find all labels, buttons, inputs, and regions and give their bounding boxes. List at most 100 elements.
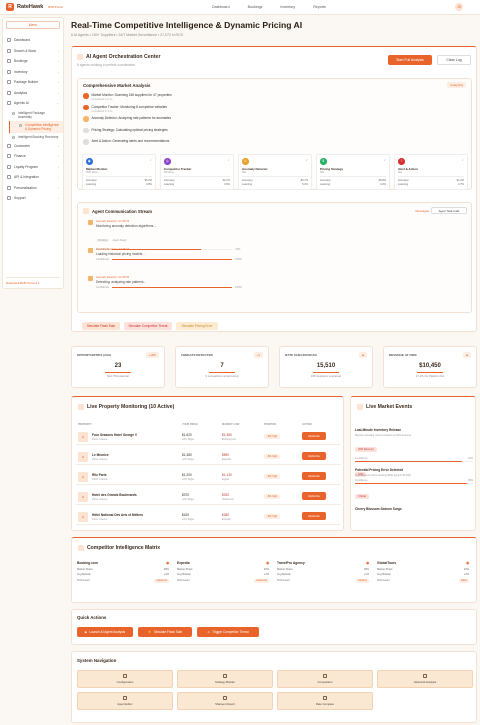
- accuracy-row: Accuracy 89.7%: [242, 179, 308, 182]
- event-desc: Four Seasons Paris showing $290 (typical…: [355, 473, 411, 477]
- sidebar-subitem-intelligent-package-assembly[interactable]: Intelligent Package Assembly: [3, 109, 63, 121]
- sidebar-item-api-integration[interactable]: API & Integration ›: [3, 172, 63, 183]
- launch-analysis-button[interactable]: ▶ Launch AI Agent Analysis: [77, 627, 133, 637]
- agent-card-market-monitor[interactable]: ◉ ✓ Market Monitor 95% done Accuracy 95.2% Lea…: [82, 154, 156, 190]
- sidebar-item-finance[interactable]: Finance ›: [3, 151, 63, 162]
- customers-icon: [7, 143, 11, 148]
- chevron-icon: ›: [58, 185, 59, 190]
- market-source: Expedia: [222, 518, 231, 521]
- price-variance: +6% Target: [182, 498, 195, 501]
- sidebar-subitem-competitive-intelligence-dynam[interactable]: Competitive Intelligence & Dynamic Prici…: [9, 120, 63, 133]
- clear-log-button[interactable]: Clear Log: [437, 55, 471, 65]
- optimize-button[interactable]: Optimize: [302, 472, 326, 480]
- row-label: Avg Markup: [77, 573, 91, 576]
- sidebar-item-label: Bookings: [14, 59, 28, 64]
- property-location: Paris, France: [92, 437, 108, 441]
- your-price: $1,380: [182, 453, 192, 457]
- sidebar-item-customers[interactable]: Customers ›: [3, 141, 63, 152]
- menu-button[interactable]: Menu: [6, 21, 60, 29]
- message-agent: Anomaly Detector: [96, 276, 117, 279]
- row-label: Market Share: [77, 567, 93, 571]
- sidebar-subitem-intelligent-booking-recovery[interactable]: Intelligent Booking Recovery: [3, 133, 63, 141]
- sparkle-icon: [12, 111, 15, 115]
- trigger-threat-button[interactable]: ⚠ Trigger Competitor Threat: [197, 627, 259, 637]
- stat-value: 15,510: [316, 363, 336, 369]
- optimize-button[interactable]: Optimize: [302, 492, 326, 500]
- support-icon: [7, 196, 11, 201]
- competitor-name: GlobalTours: [377, 561, 397, 565]
- nav-tile-strategy-builder[interactable]: Strategy Builder: [177, 670, 273, 688]
- sidebar-item-personalization[interactable]: Personalization ›: [3, 183, 63, 194]
- sidebar-item-agentic-ai[interactable]: Agentic AI ⌄: [3, 98, 63, 109]
- analysis-step: Pricing Strategy: Calculating optimal pr…: [83, 127, 168, 133]
- row-value: 22%: [263, 567, 269, 571]
- sidebar-item-analytics[interactable]: Analytics ›: [3, 88, 63, 99]
- messages-tab[interactable]: Messages: [415, 209, 429, 213]
- sidebar-item-support[interactable]: Support ›: [3, 193, 63, 204]
- nav-reports[interactable]: Reports: [313, 5, 326, 9]
- optimize-button[interactable]: Optimize: [302, 452, 326, 460]
- event-title: Potential Pricing Error Detected: [355, 468, 404, 472]
- stat-chip: +18%: [145, 352, 159, 358]
- agent-card-pricing-strategy[interactable]: $ ✓ Pricing Strategy Idle Accuracy 88.8% Learn…: [316, 154, 390, 190]
- sim-button-simulate-competitor-threat[interactable]: Simulate Competitor Threat: [124, 322, 172, 330]
- optimize-button[interactable]: Optimize: [302, 512, 326, 520]
- agent-card-competitor-tracker[interactable]: ◎ ✓ Competitor Tracker Working... Accuracy 92…: [160, 154, 234, 190]
- agent-progress: [164, 175, 230, 177]
- sidebar-item-dashboard[interactable]: Dashboard: [3, 35, 63, 46]
- nav-tile-competitors[interactable]: Competitors: [277, 670, 373, 688]
- step-title: Competitor Tracker: Monitoring 8 competi…: [91, 104, 167, 109]
- competitor-row: Market Share 28%: [77, 568, 169, 571]
- sidebar-item-loyalty-program[interactable]: Loyalty Program ›: [3, 162, 63, 173]
- row-value: Advanced: [154, 578, 169, 583]
- chevron-icon: ›: [58, 154, 59, 159]
- competitor-row: Tech Level Medium: [277, 578, 369, 583]
- sidebar-item-label: Customers: [14, 143, 30, 148]
- optimize-button[interactable]: Optimize: [302, 432, 326, 440]
- nav-tile-configuration[interactable]: Configuration: [77, 670, 173, 688]
- chevron-icon: ›: [58, 48, 59, 53]
- logo[interactable]: R RateHawk B2B Portal: [6, 3, 66, 11]
- agent-card-alert-action[interactable]: ! ✓ Alert & Action Idle Accuracy 91.2% Learnin…: [394, 154, 468, 190]
- market-event[interactable]: Potential Pricing Error Detected Four Sea…: [355, 468, 473, 502]
- analysis-step: Anomaly Detector: Analyzing rate pattern…: [83, 116, 171, 122]
- market-event[interactable]: Last-Minute Inventory Release Marriott re…: [355, 428, 473, 480]
- learning-value: 4.2%: [380, 182, 386, 186]
- sim-button-simulate-flash-sale[interactable]: Simulate Flash Sale: [82, 322, 120, 330]
- hotel-icon: H: [78, 452, 88, 462]
- nav-tile-historical-analysis[interactable]: Historical Analysis: [377, 670, 473, 688]
- bolt-icon: ⚡: [147, 630, 152, 634]
- market-event[interactable]: Cherry Blossom Season Surge: [355, 507, 473, 511]
- sidebar-item-search-book[interactable]: Search & Book ›: [3, 46, 63, 57]
- nav-dashboard[interactable]: Dashboard: [212, 5, 230, 9]
- row-label: Market Share: [377, 567, 393, 571]
- learning-value: 5.2%: [302, 182, 308, 186]
- nav-tile-sharpen-report[interactable]: Sharpen Report: [177, 692, 273, 710]
- nav-bookings[interactable]: Bookings: [247, 5, 263, 9]
- sidebar-item-bookings[interactable]: Bookings ›: [3, 56, 63, 67]
- nav-inventory[interactable]: Inventory: [280, 5, 296, 9]
- nav-tile-rate-compare[interactable]: Rate Compare: [277, 692, 373, 710]
- market-low: $380: [222, 513, 230, 517]
- accuracy-value: 89.7%: [300, 178, 308, 182]
- accuracy-label: Accuracy: [242, 178, 253, 182]
- row-label: Tech Level: [377, 578, 390, 582]
- step-title: Alert & Action: Generating alerts and re…: [91, 139, 170, 143]
- your-price: $1,620: [182, 433, 192, 437]
- sidebar-item-package-builder[interactable]: Package Builder ›: [3, 77, 63, 88]
- nav-tile-agent-editor[interactable]: Agent Editor: [77, 692, 173, 710]
- confidence-value: 95%: [467, 478, 473, 482]
- sidebar-item-inventory[interactable]: Inventory ›: [3, 67, 63, 78]
- agent-card-anomaly-detector[interactable]: ⚠ ✓ Anomaly Detector Idle Accuracy 89.7% Learn…: [238, 154, 312, 190]
- inventory-icon: [7, 69, 11, 74]
- property-name: Four Seasons Hotel George V: [92, 432, 137, 437]
- simulate-flash-sale-button[interactable]: ⚡ Simulate Flash Sale: [138, 627, 192, 637]
- orch-heading: AI Agent Orchestration Center: [77, 54, 160, 60]
- sidebar-item-label: Dashboard: [14, 38, 31, 43]
- avatar[interactable]: JS: [455, 3, 463, 11]
- agent-task-calls-button[interactable]: Agent Task Calls: [431, 207, 467, 214]
- sim-button-simulate-pricing-error[interactable]: Simulate Pricing Error: [176, 322, 218, 330]
- top-bar: R RateHawk B2B Portal Dashboard Bookings…: [0, 0, 480, 15]
- market-source: Booking.com: [222, 438, 236, 441]
- start-analysis-button[interactable]: Start Full Analysis: [388, 55, 432, 65]
